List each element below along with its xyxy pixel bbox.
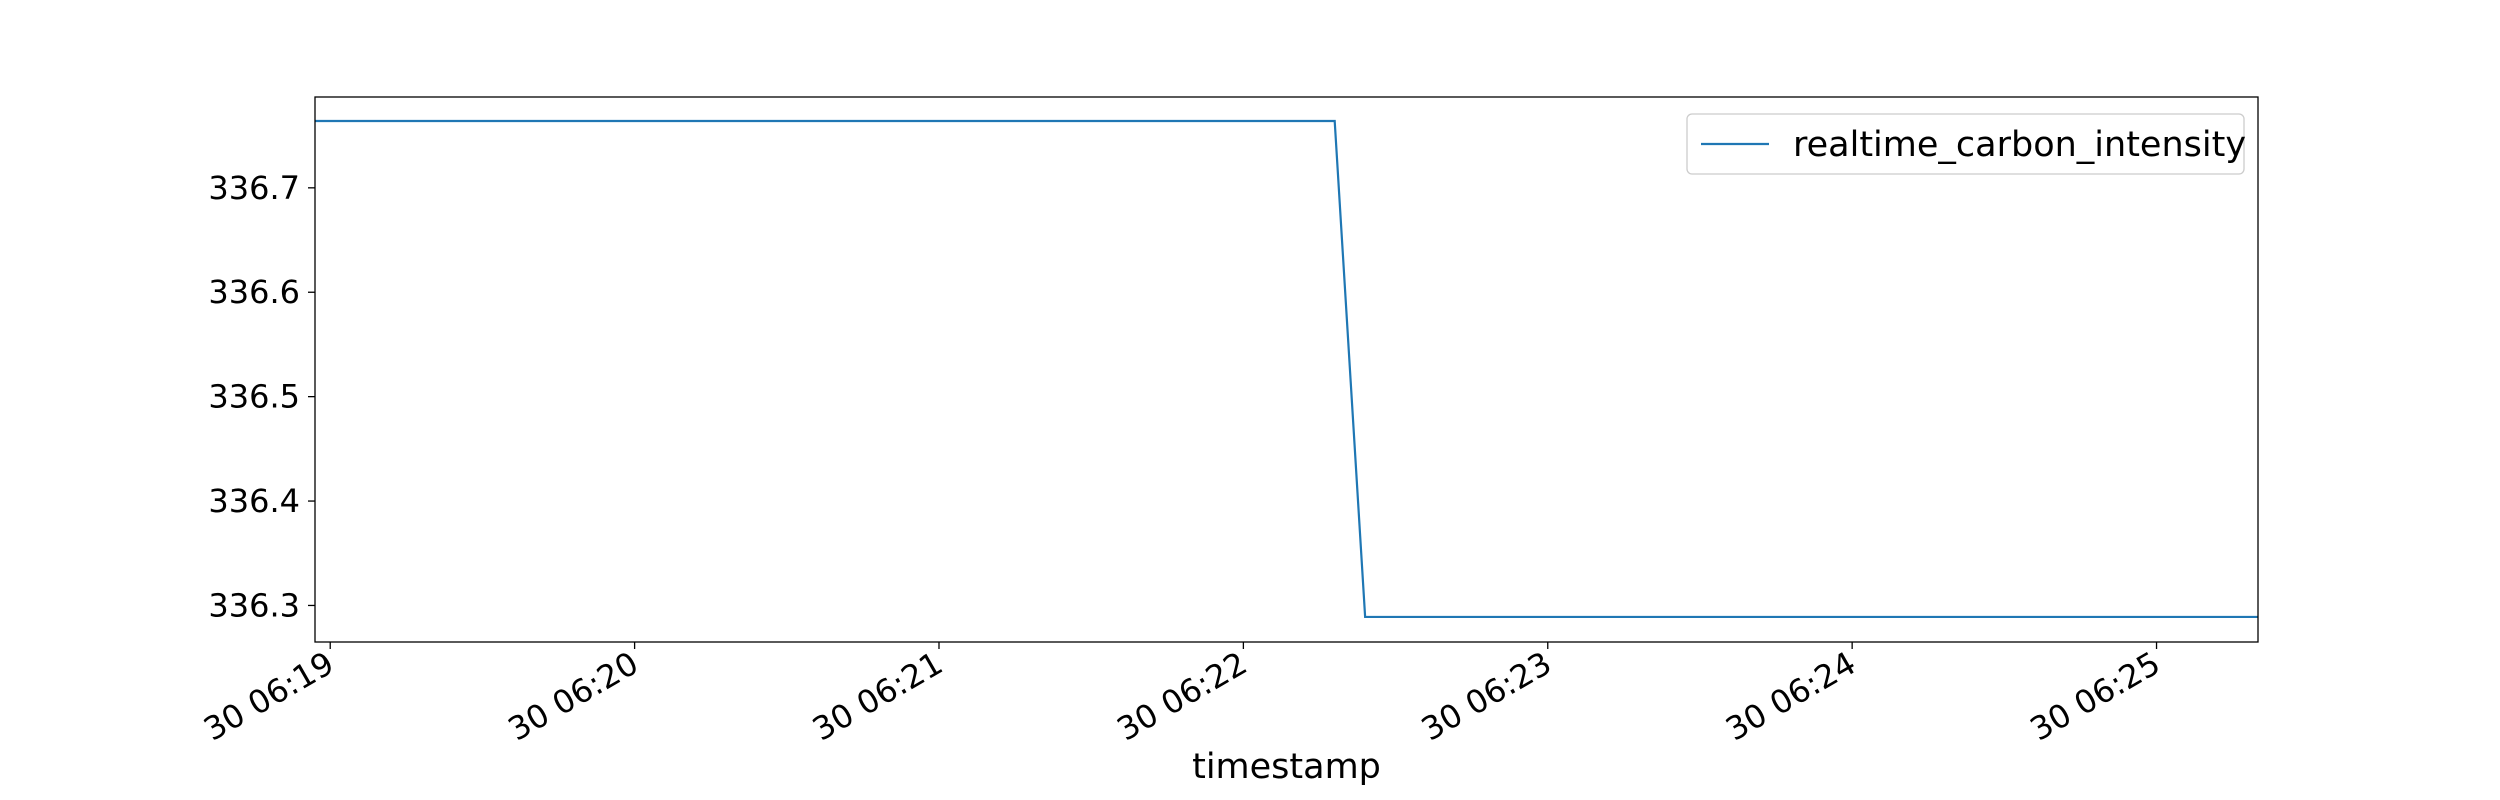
legend-label: realtime_carbon_intensity [1793, 125, 2246, 165]
series-line-0 [315, 119, 2258, 619]
x-axis: 30 06:19 30 06:20 30 06:21 30 06:22 30 06:23… [197, 642, 2167, 748]
y-tick-label: 336.6 [208, 273, 300, 311]
legend: realtime_carbon_intensity [1686, 113, 2246, 175]
y-tick-label: 336.3 [208, 586, 300, 624]
x-tick-label: 30 06:19 [197, 644, 340, 748]
x-tick-label: 30 06:25 [2024, 644, 2167, 748]
x-tick-label: 30 06:22 [1110, 644, 1253, 748]
x-tick-label: 30 06:23 [1415, 644, 1558, 748]
x-tick-label: 30 06:20 [502, 644, 645, 748]
plot-frame [314, 96, 2259, 643]
y-tick-label: 336.7 [208, 169, 300, 207]
y-tick-label: 336.5 [208, 378, 300, 416]
x-tick-label: 30 06:24 [1719, 644, 1862, 748]
y-axis: 336.3 336.4 336.5 336.6 336.7 [208, 169, 315, 624]
x-tick-label: 30 06:21 [806, 644, 949, 748]
x-axis-label: timestamp [1192, 747, 1381, 787]
plot-area [314, 96, 2259, 643]
y-tick-label: 336.4 [208, 482, 300, 520]
legend-box [1686, 113, 2245, 175]
